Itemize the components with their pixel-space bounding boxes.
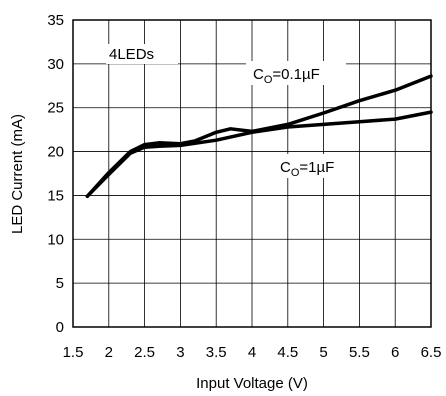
x-tick-label: 3 — [176, 344, 184, 361]
co-small-label-bg — [246, 61, 346, 85]
tick-labels: 1.5 2 2.5 3 3.5 4 4.5 5 5.5 6 6.5 0 5 10 15 20 25 30 35 — [47, 12, 441, 361]
y-tick-label: 15 — [47, 187, 64, 204]
y-tick-label: 30 — [47, 56, 64, 73]
x-tick-label: 5 — [319, 344, 327, 361]
x-tick-label: 6.5 — [421, 344, 442, 361]
co-small-annotation: CO=0.1µF — [253, 66, 320, 86]
co-small-value: =0.1µF — [272, 66, 319, 83]
co-large-prefix: C — [280, 159, 291, 176]
leds-annotation: 4LEDs — [109, 46, 154, 63]
co-small-subscript: O — [264, 74, 273, 86]
co-small-prefix: C — [253, 66, 264, 83]
x-tick-label: 4 — [248, 344, 256, 361]
y-tick-label: 25 — [47, 100, 64, 117]
x-tick-label: 6 — [391, 344, 399, 361]
x-tick-label: 3.5 — [206, 344, 227, 361]
x-tick-label: 1.5 — [63, 344, 84, 361]
y-tick-label: 35 — [47, 12, 64, 29]
series-line-2 — [85, 110, 433, 199]
co-large-label-bg — [273, 154, 353, 178]
y-tick-label: 5 — [56, 275, 64, 292]
co-large-annotation: CO=1µF — [280, 159, 334, 179]
x-tick-label: 4.5 — [277, 344, 298, 361]
y-tick-label: 0 — [56, 319, 64, 336]
plot-frame — [72, 19, 432, 328]
co-large-value: =1µF — [299, 159, 334, 176]
y-axis-title: LED Current (mA) — [9, 114, 26, 234]
x-axis-title: Input Voltage (V) — [196, 375, 308, 392]
leds-label-bg — [106, 44, 178, 64]
y-tick-label: 10 — [47, 231, 64, 248]
x-tick-label: 5.5 — [349, 344, 370, 361]
y-tick-label: 20 — [47, 144, 64, 161]
x-tick-label: 2 — [105, 344, 113, 361]
x-tick-label: 2.5 — [134, 344, 155, 361]
co-large-subscript: O — [291, 167, 300, 179]
series-group — [85, 74, 433, 199]
series-line-1 — [85, 74, 433, 199]
